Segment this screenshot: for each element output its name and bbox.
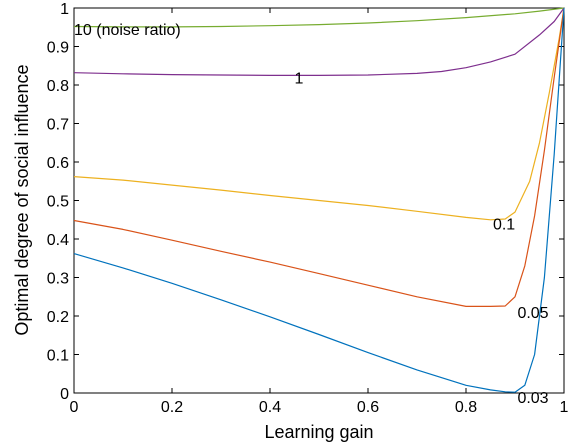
x-tick-label: 0.8 xyxy=(455,399,477,416)
y-tick-label: 0.8 xyxy=(47,78,69,95)
series-layer xyxy=(73,7,565,393)
y-tick-label: 0.4 xyxy=(47,232,69,249)
y-axis: 0 0.1 0.2 0.3 0.4 0.5 0.6 0.7 0.8 0.9 1 xyxy=(47,1,564,403)
y-tick-label: 0 xyxy=(60,386,69,403)
y-tick-label: 1 xyxy=(60,1,69,18)
x-tick-label: 0.4 xyxy=(259,399,281,416)
series-line-1 xyxy=(73,7,565,77)
annotation-label: 1 xyxy=(295,70,304,87)
series-line-2 xyxy=(73,7,565,221)
series-line-3 xyxy=(73,7,565,307)
annotation-label: 0.05 xyxy=(517,305,548,322)
x-tick-label: 0.6 xyxy=(357,399,379,416)
y-tick-label: 0.3 xyxy=(47,271,69,288)
annotation-label: 10 (noise ratio) xyxy=(74,22,181,39)
series-line-0 xyxy=(73,7,565,28)
annotation-label: 0.03 xyxy=(517,390,548,407)
y-tick-label: 0.6 xyxy=(47,155,69,172)
x-tick-label: 0 xyxy=(70,399,79,416)
annotation-label: 0.1 xyxy=(493,217,515,234)
x-tick-label: 1 xyxy=(560,399,569,416)
y-tick-label: 0.9 xyxy=(47,40,69,57)
y-tick-label: 0.2 xyxy=(47,309,69,326)
y-tick-label: 0.5 xyxy=(47,194,69,211)
x-tick-label: 0.2 xyxy=(161,399,183,416)
series-line-4 xyxy=(73,7,565,393)
x-axis-label: Learning gain xyxy=(264,422,373,442)
y-tick-label: 0.1 xyxy=(47,348,69,365)
y-tick-label: 0.7 xyxy=(47,117,69,134)
annotations: 10 (noise ratio) 1 0.1 0.05 0.03 xyxy=(74,22,549,407)
y-axis-label: Optimal degree of social influence xyxy=(12,64,32,335)
